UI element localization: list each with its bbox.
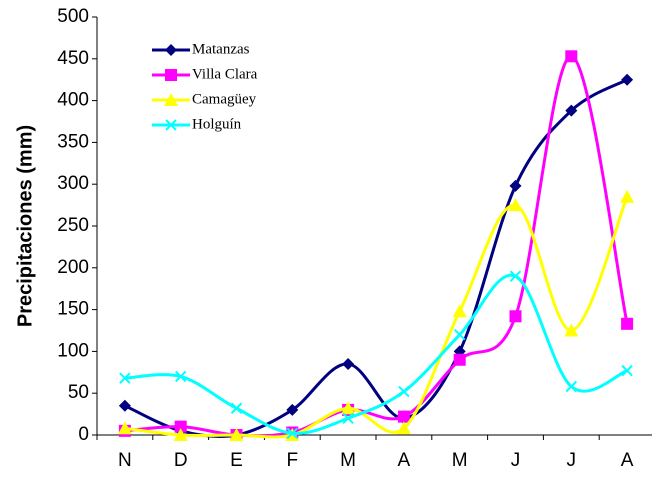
marker [165,119,177,131]
y-tick-label: 250 [57,215,89,236]
y-tick-label: 400 [57,90,89,111]
marker [564,323,579,337]
marker [174,370,187,383]
x-tick-label: A [398,450,411,471]
series-line [124,54,629,438]
marker [286,427,299,440]
marker [398,385,410,398]
marker [453,353,466,366]
x-tick-label: D [174,450,188,471]
marker [565,50,578,63]
legend-label: Holguín [192,116,242,132]
y-axis-label: Precipitaciones (mm) [14,125,36,327]
y-tick-label: 500 [57,6,89,27]
marker [119,372,131,384]
marker [565,380,578,393]
y-tick-label: 150 [57,299,89,320]
legend-label: Matanzas [192,41,250,57]
x-tick-label: J [567,450,577,471]
x-tick-label: A [621,450,634,471]
marker [621,73,634,86]
y-tick-label: 350 [57,131,89,152]
marker [164,93,178,106]
marker [620,189,635,203]
series-line [124,196,629,439]
x-tick-label: J [511,450,521,471]
x-tick-label: E [230,450,243,471]
marker [341,401,356,415]
y-tick-label: 50 [68,382,89,403]
marker [342,412,354,424]
marker [286,403,299,416]
y-tick-label: 300 [57,173,89,194]
marker [509,310,522,323]
y-tick-label: 450 [57,48,89,69]
marker [621,317,634,330]
x-tick-label: F [286,450,298,471]
legend-label: Villa Clara [192,66,258,82]
marker [229,428,244,441]
x-tick-label: M [340,450,356,471]
marker [165,44,177,56]
marker [453,328,466,341]
y-tick-label: 0 [78,424,89,445]
series-line [124,78,628,439]
marker [621,364,633,377]
x-tick-label: M [452,450,468,471]
marker [342,357,355,370]
marker [173,428,188,441]
marker [396,421,411,435]
marker [118,399,131,412]
marker [508,198,523,212]
marker [230,402,243,414]
marker [174,420,187,433]
y-tick-label: 200 [57,257,89,278]
y-tick-label: 100 [57,340,89,361]
marker [117,421,132,435]
marker [452,304,467,318]
marker [509,270,522,282]
x-tick-label: N [118,450,132,471]
marker [397,410,410,423]
marker [165,69,177,81]
marker [565,104,578,117]
marker [509,179,522,192]
legend-label: Camagüey [192,91,257,107]
